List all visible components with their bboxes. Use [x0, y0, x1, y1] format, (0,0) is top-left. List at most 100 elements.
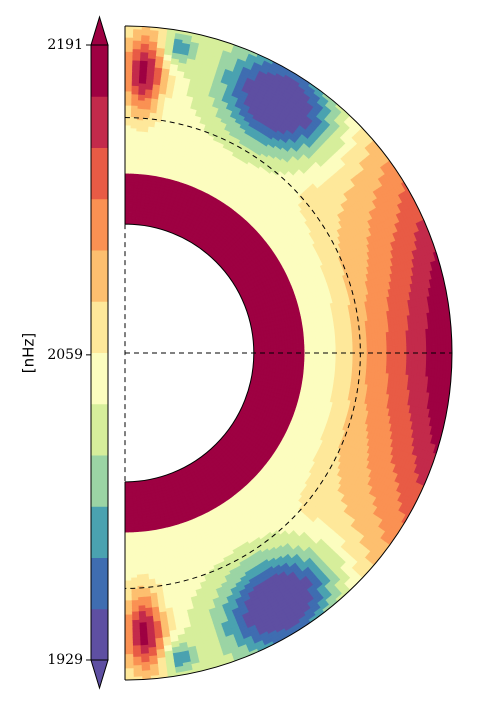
contour-cell — [307, 352, 311, 359]
contour-cell — [125, 580, 132, 584]
contour-cell — [125, 546, 131, 551]
contour-cell — [128, 192, 134, 197]
contour-cell — [125, 133, 131, 137]
contour-cell — [125, 512, 130, 517]
contour-cell — [128, 209, 133, 214]
contour-cell — [125, 569, 131, 573]
contour-cell — [324, 352, 328, 359]
contour-cell — [324, 347, 328, 354]
contour-cell — [338, 352, 342, 360]
contour-cell — [125, 141, 131, 146]
contour-cell — [129, 520, 135, 525]
contour-cell — [125, 515, 130, 519]
contour-cell — [125, 509, 130, 514]
colorbar-swatch — [91, 403, 108, 456]
contour-cell — [287, 352, 291, 358]
contour-cell — [290, 348, 294, 354]
contour-cell — [267, 348, 272, 354]
contour-cell — [125, 594, 132, 599]
colorbar-extend-max — [90, 15, 109, 46]
colorbar-tick-label: 2059 — [47, 347, 83, 363]
contour-cell — [125, 119, 132, 123]
colorbar-swatch — [91, 608, 108, 661]
contour-cell — [125, 549, 131, 553]
contour-cell — [279, 352, 283, 358]
contour-cell — [335, 352, 340, 359]
contour-cell — [341, 352, 345, 359]
contour-cell — [125, 212, 130, 216]
colorbar-swatch — [91, 352, 108, 405]
contour-cell — [281, 352, 286, 358]
contour-cell — [125, 560, 131, 565]
contour-cell — [273, 352, 277, 358]
contour-cell — [125, 107, 132, 112]
contour-cell — [125, 518, 130, 522]
contour-cell — [312, 352, 317, 359]
contour-cell — [327, 352, 331, 359]
contour-cell — [259, 352, 263, 357]
contour-cell — [125, 138, 131, 143]
contour-cell — [301, 352, 306, 359]
contour-cell — [125, 577, 132, 582]
contour-cell — [276, 348, 280, 354]
contour-cell — [125, 127, 132, 132]
colorbar-extend-min — [90, 659, 109, 690]
contour-cell — [125, 172, 131, 177]
contour-cell — [338, 346, 342, 354]
contour-cell — [128, 498, 134, 502]
contour-cell — [273, 348, 277, 354]
contour-cell — [125, 187, 130, 191]
contour-cell — [125, 158, 131, 163]
contour-cell — [318, 352, 323, 359]
contour-cell — [327, 347, 331, 354]
contour-cell — [346, 346, 351, 354]
contour-cell — [363, 352, 368, 360]
contour-cell — [125, 566, 132, 570]
meridional-plot — [124, 25, 453, 681]
contour-cell — [125, 535, 131, 539]
contour-cell — [125, 136, 132, 140]
contour-cell — [270, 352, 275, 358]
contour-cell — [355, 352, 359, 360]
contour-cell — [360, 352, 365, 360]
colorbar-swatch — [91, 147, 108, 200]
contour-cell — [128, 201, 134, 205]
contour-cell — [125, 218, 129, 222]
contour-fills — [125, 26, 452, 680]
contour-cell — [335, 347, 340, 354]
contour-cell — [290, 352, 294, 358]
contour-cell — [284, 352, 289, 358]
contour-cell — [125, 144, 131, 149]
contour-cell — [256, 352, 260, 357]
contour-cell — [262, 352, 266, 358]
colorbar-tick-label: 1929 — [47, 652, 83, 668]
contour-cell — [279, 348, 283, 354]
colorbar-swatch — [91, 506, 108, 558]
contour-cell — [125, 495, 130, 500]
contour-cell — [125, 209, 129, 214]
contour-cell — [355, 346, 359, 354]
contour-cell — [125, 206, 130, 211]
contour-cell — [341, 347, 345, 354]
contour-cell — [349, 352, 354, 360]
contour-cell — [125, 526, 130, 531]
contour-cell — [125, 557, 131, 562]
contour-cell — [125, 203, 130, 208]
contour-cell — [125, 201, 130, 205]
contour-cell — [128, 492, 133, 497]
contour-cell — [125, 113, 132, 118]
contour-cell — [125, 150, 131, 154]
contour-cell — [264, 345, 269, 350]
contour-cell — [315, 347, 320, 354]
colorbar-swatch — [91, 45, 108, 97]
contour-cell — [352, 346, 356, 354]
contour-cell — [125, 504, 130, 508]
colorbar-outline — [90, 44, 109, 661]
contour-cell — [125, 147, 131, 151]
contour-cell — [329, 352, 334, 359]
contour-cell — [125, 490, 130, 494]
contour-cell — [125, 543, 131, 548]
contour-cell — [264, 349, 269, 354]
contour-cell — [292, 343, 297, 349]
